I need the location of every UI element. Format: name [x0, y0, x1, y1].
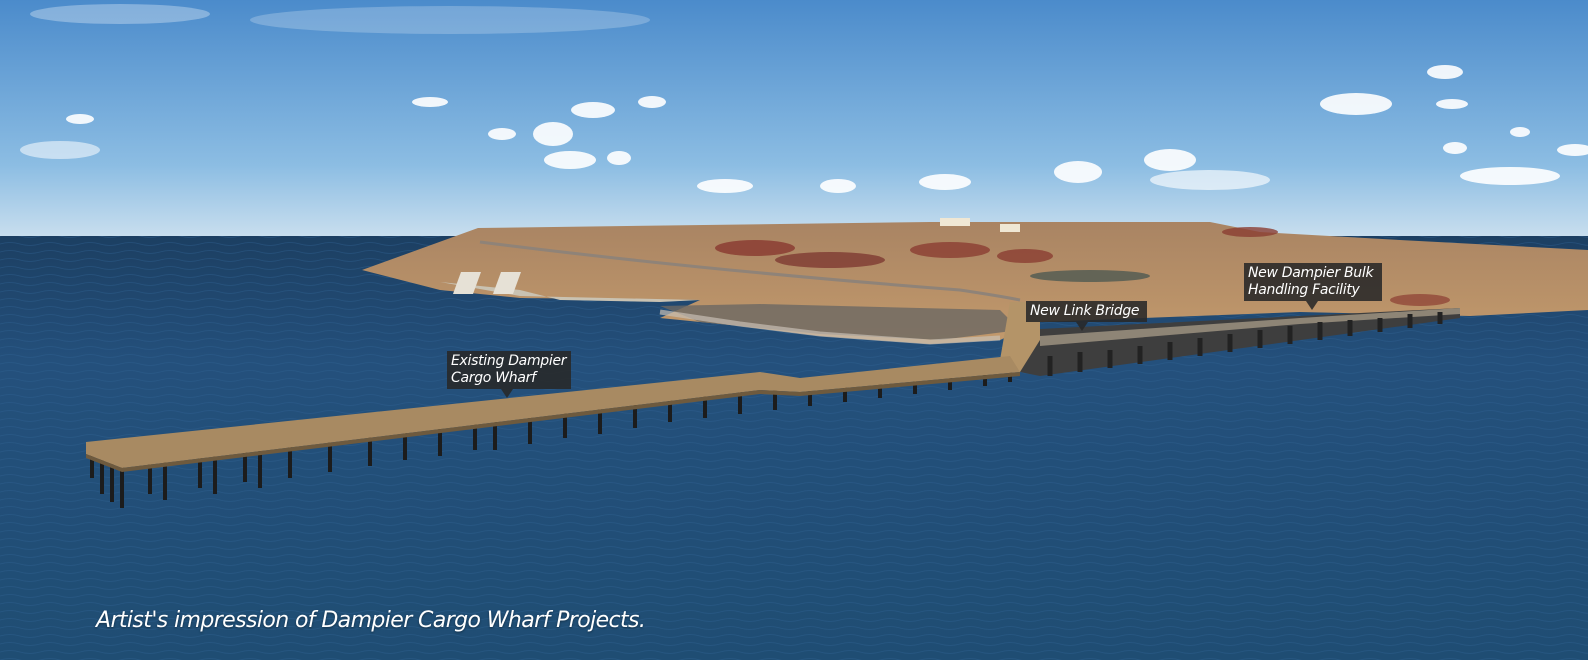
caption: Artist's impression of Dampier Cargo Wha… — [96, 608, 646, 633]
sky — [0, 0, 1588, 236]
island — [362, 222, 1588, 344]
label-bulk-facility: New Dampier Bulk Handling Facility — [1244, 263, 1382, 310]
island-details — [440, 218, 1450, 345]
label-existing-wharf: Existing Dampier Cargo Wharf — [447, 351, 571, 398]
existing-wharf — [86, 356, 1020, 508]
new-bulk-wharf — [1020, 308, 1460, 376]
label-link-bridge: New Link Bridge — [1026, 301, 1147, 331]
clouds — [20, 4, 1588, 193]
